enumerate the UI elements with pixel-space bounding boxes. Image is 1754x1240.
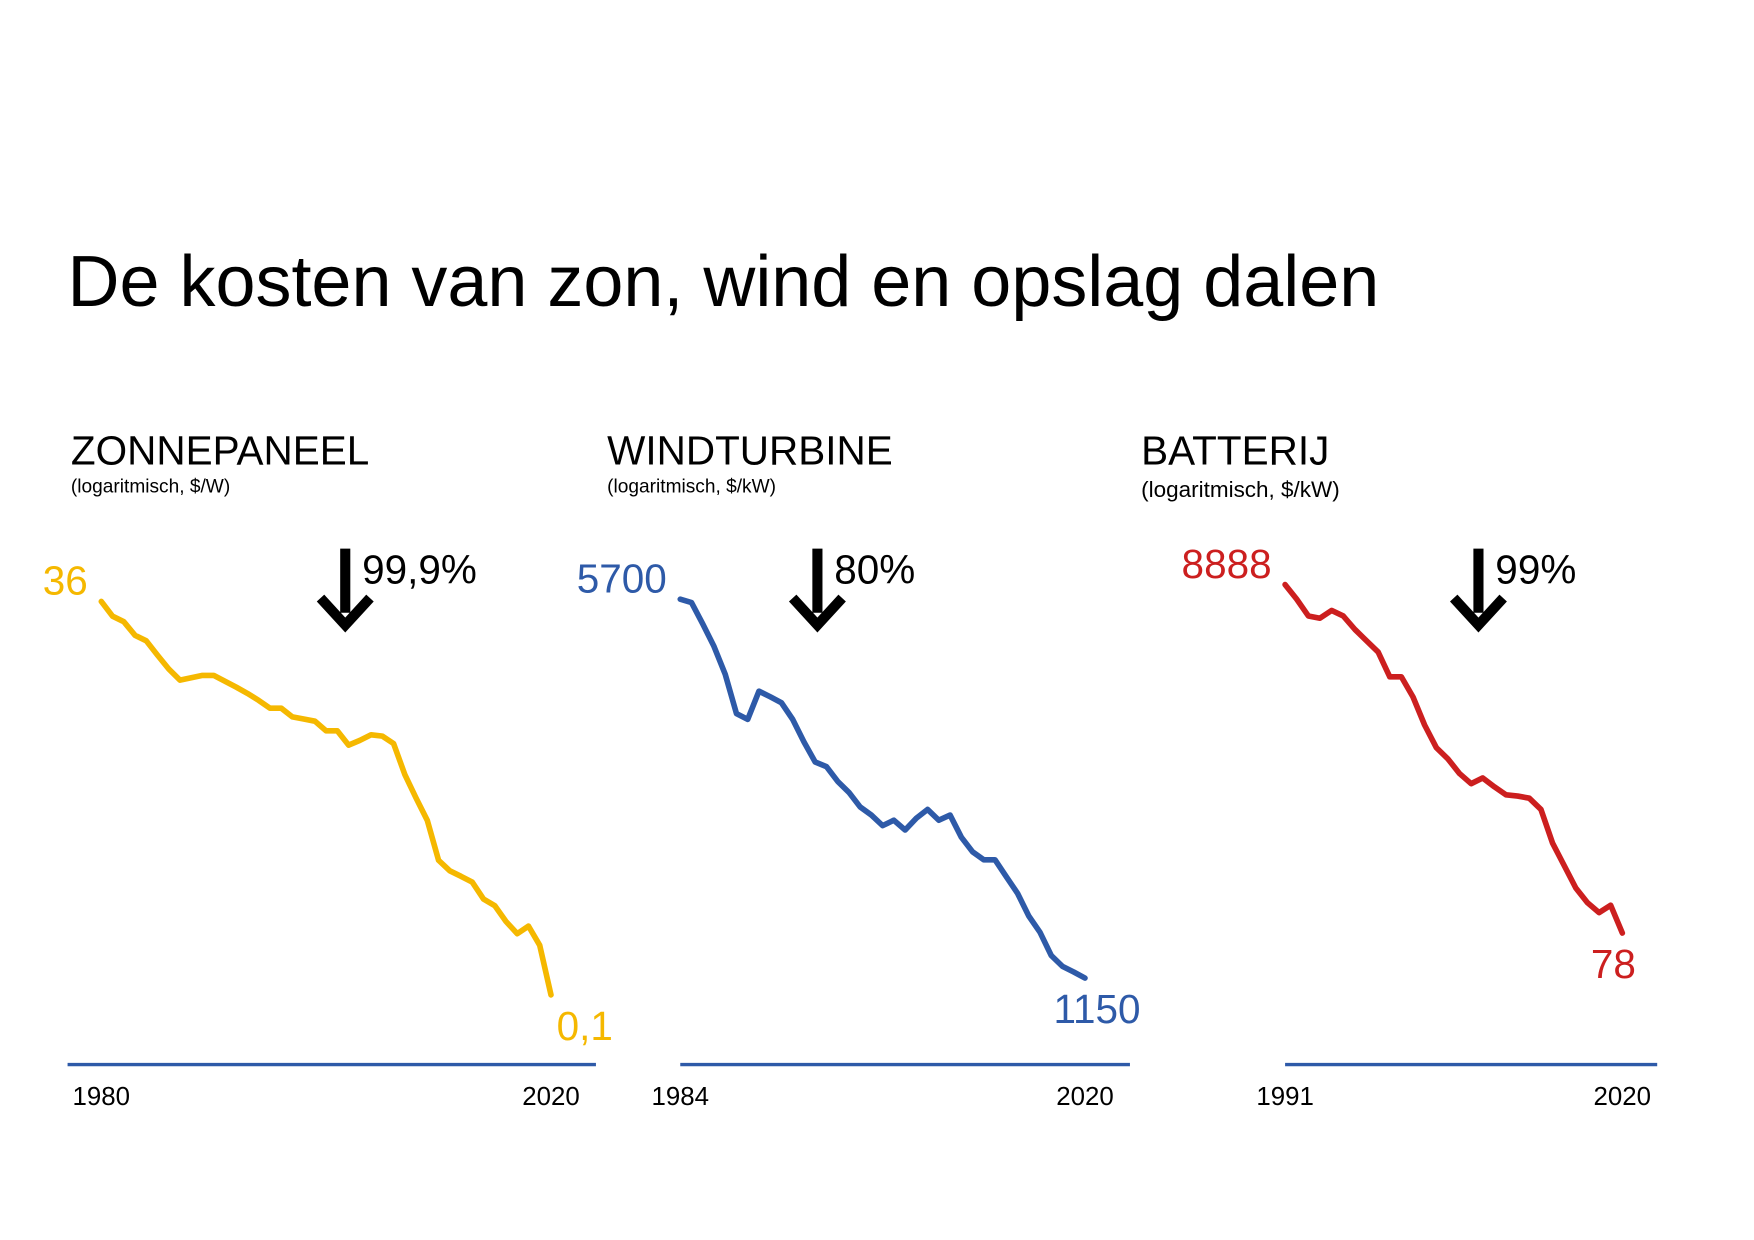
start-value-label: 8888: [1182, 541, 1272, 587]
x-tick-label: 1991: [1256, 1083, 1314, 1111]
x-tick-label: 1984: [652, 1083, 710, 1111]
down-arrow: [1449, 548, 1507, 633]
end-value-label: 1150: [1054, 986, 1141, 1032]
slide-title: De kosten van zon, wind en opslag dalen: [68, 242, 1380, 322]
data-line: [1282, 581, 1626, 936]
panel-subtitle: (logaritmisch, $/kW): [607, 476, 776, 497]
end-value-label: 0,1: [557, 1003, 613, 1049]
x-tick-label: 2020: [522, 1083, 580, 1111]
panel-title: BATTERIJ: [1141, 427, 1329, 473]
panel-subtitle: (logaritmisch, $/W): [71, 476, 230, 497]
start-value-label: 36: [43, 558, 88, 604]
down-arrow: [316, 548, 374, 633]
down-arrow: [788, 548, 846, 633]
panel-subtitle: (logaritmisch, $/kW): [1141, 477, 1340, 502]
end-value-label: 78: [1591, 941, 1636, 987]
data-line: [677, 596, 1088, 981]
data-line: [98, 598, 554, 998]
annotation: 99%: [1495, 546, 1576, 592]
x-tick-label: 2020: [1056, 1083, 1113, 1111]
panel-title: ZONNEPANEEL: [71, 427, 369, 473]
panel-title: WINDTURBINE: [607, 427, 893, 473]
x-tick-label: 2020: [1594, 1083, 1652, 1111]
x-tick-label: 1980: [73, 1083, 131, 1111]
annotation: 80%: [834, 546, 915, 592]
start-value-label: 5700: [577, 555, 667, 601]
annotation: 99,9%: [362, 546, 477, 592]
